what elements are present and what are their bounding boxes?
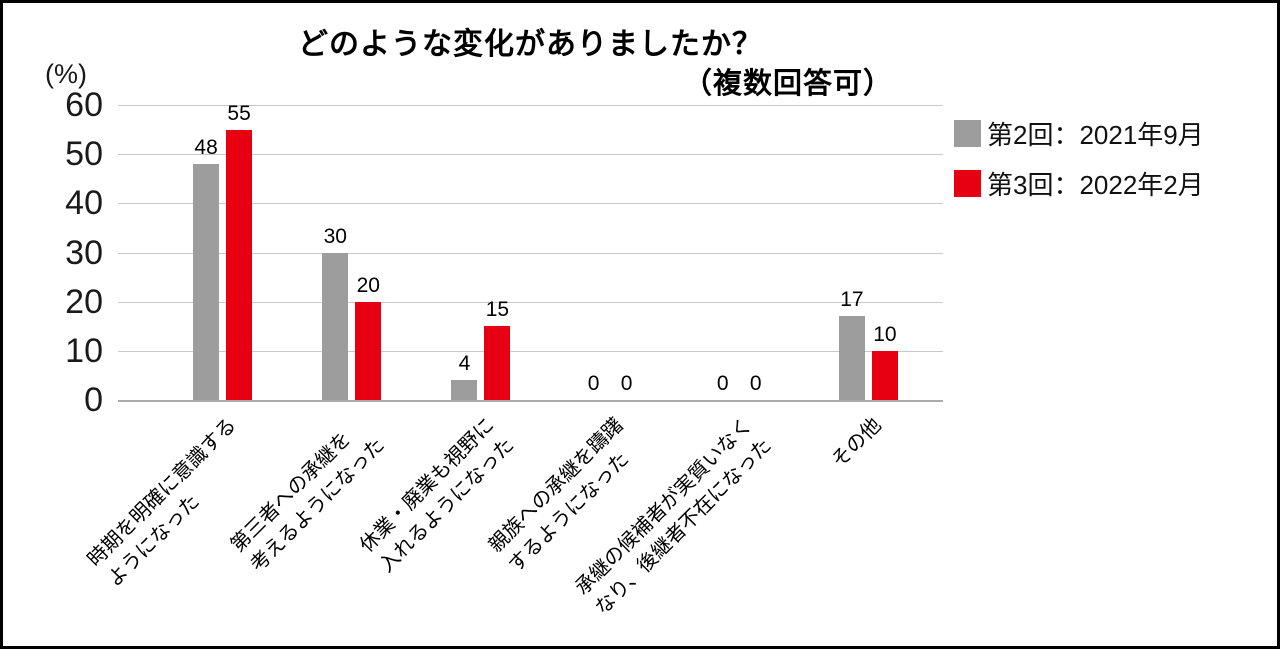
bar-value-label: 15 xyxy=(485,298,510,322)
y-tick-label: 60 xyxy=(65,86,103,124)
y-axis-ticks: 60 50 40 30 20 10 0 xyxy=(3,86,103,419)
bar-value-label: 0 xyxy=(749,372,762,395)
bar-groups: 48 55 時期を明確に意識する ようになった 30 20 第三者への承継を 考えるように… xyxy=(83,102,943,620)
bar-value-label: 0 xyxy=(620,372,633,395)
bar-value-label: 55 xyxy=(227,101,251,125)
gridline xyxy=(118,154,943,156)
bar-value-label: 4 xyxy=(458,352,471,376)
legend-item: 第2回：2021年9月 xyxy=(954,115,1204,152)
y-tick-label: 0 xyxy=(84,381,103,419)
bar-value-label: 0 xyxy=(587,372,600,395)
legend-swatch xyxy=(954,120,981,147)
bar: 15 xyxy=(484,299,511,400)
legend-swatch xyxy=(954,170,981,197)
bar-group: 17 10 その他 xyxy=(804,105,933,472)
bar: 30 xyxy=(322,225,349,400)
gridlines xyxy=(118,105,943,402)
gridline xyxy=(118,252,943,254)
y-tick-label: 30 xyxy=(65,233,103,272)
chart-title: どのような変化がありましたか？ xyxy=(298,28,763,61)
bar-value-label: 17 xyxy=(840,288,864,312)
bar: 10 xyxy=(871,323,898,400)
bar-value-label: 0 xyxy=(716,372,729,395)
x-axis-line xyxy=(118,400,943,402)
plot-area: 48 55 時期を明確に意識する ようになった 30 20 第三者への承継を 考えるように… xyxy=(83,102,943,620)
gridline xyxy=(118,350,943,352)
legend-label: 第2回：2021年9月 xyxy=(987,120,1204,150)
bar-group: 48 55 時期を明確に意識する ようになった xyxy=(83,102,287,591)
bar: 55 xyxy=(226,102,253,400)
bar: 4 xyxy=(451,353,478,400)
bar-value-label: 48 xyxy=(194,136,218,159)
y-tick-label: 20 xyxy=(65,282,103,321)
legend-label: 第3回：2022年2月 xyxy=(987,170,1204,200)
bar-group: 0 0 親族への承継を躊躇 するようになった xyxy=(485,105,675,577)
legend-item: 第3回：2022年2月 xyxy=(954,165,1204,202)
gridline xyxy=(118,301,943,303)
bar: 48 xyxy=(193,137,220,400)
bar-group: 0 0 承継の候補者が実質いなく なり、後継者不在になった xyxy=(572,105,804,620)
category-label: 休業・廃業も視野に 入れるようになった xyxy=(355,414,519,577)
y-axis-unit-label: (%) xyxy=(45,59,87,89)
gridline xyxy=(118,105,943,106)
category-label: その他 xyxy=(828,414,887,473)
bar-group: 4 15 休業・廃業も視野に 入れるようになった xyxy=(356,105,545,577)
category-label: 時期を明確に意識する ようになった xyxy=(83,414,241,591)
category-label: 第三者への承継を 考えるようになった xyxy=(227,427,390,577)
y-tick-label: 50 xyxy=(65,135,103,174)
bar-group: 30 20 第三者への承継を 考えるようになった xyxy=(227,105,416,576)
bar-value-label: 10 xyxy=(873,322,897,346)
legend: 第2回：2021年9月 第3回：2022年2月 xyxy=(954,115,1204,215)
y-tick-label: 40 xyxy=(65,184,103,223)
bar-value-label: 20 xyxy=(356,273,380,297)
bar: 17 xyxy=(838,289,865,400)
bar: 20 xyxy=(355,274,382,400)
bar-value-label: 30 xyxy=(323,224,347,248)
gridline xyxy=(118,203,943,205)
y-tick-label: 10 xyxy=(65,331,103,370)
chart-subtitle: （複数回答可） xyxy=(682,68,893,100)
